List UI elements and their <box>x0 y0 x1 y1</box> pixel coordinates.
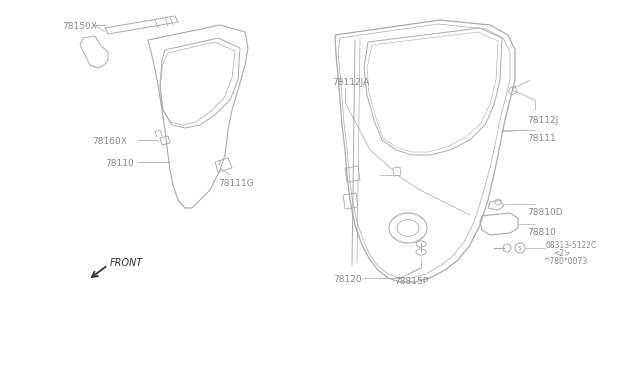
Text: 78110: 78110 <box>105 158 134 167</box>
Text: 78112J: 78112J <box>527 115 558 125</box>
Text: 78810: 78810 <box>527 228 556 237</box>
Text: 08313-5122C: 08313-5122C <box>546 241 597 250</box>
Text: 78112JA: 78112JA <box>332 77 369 87</box>
Text: 78150X: 78150X <box>62 22 97 31</box>
Text: 78111: 78111 <box>527 134 556 142</box>
Text: ^780*0073: ^780*0073 <box>543 257 588 266</box>
Text: <2>: <2> <box>553 250 570 259</box>
Text: FRONT: FRONT <box>110 258 143 268</box>
Text: 78810D: 78810D <box>527 208 563 217</box>
Text: 78111G: 78111G <box>218 179 253 187</box>
Text: 78160X: 78160X <box>92 137 127 145</box>
Text: 78815P: 78815P <box>394 278 428 286</box>
Text: 78120: 78120 <box>333 276 362 285</box>
Text: S: S <box>518 246 522 250</box>
